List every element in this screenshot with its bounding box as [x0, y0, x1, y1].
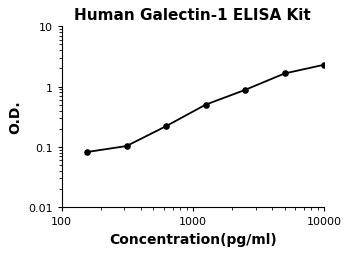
Point	[242, 88, 248, 92]
Point	[321, 64, 327, 68]
Title: Human Galectin-1 ELISA Kit: Human Galectin-1 ELISA Kit	[75, 8, 311, 23]
Point	[124, 145, 129, 149]
Point	[84, 150, 90, 154]
Point	[203, 103, 208, 107]
Y-axis label: O.D.: O.D.	[8, 101, 22, 134]
Point	[282, 72, 287, 76]
X-axis label: Concentration(pg/ml): Concentration(pg/ml)	[109, 232, 277, 246]
Point	[163, 125, 169, 129]
